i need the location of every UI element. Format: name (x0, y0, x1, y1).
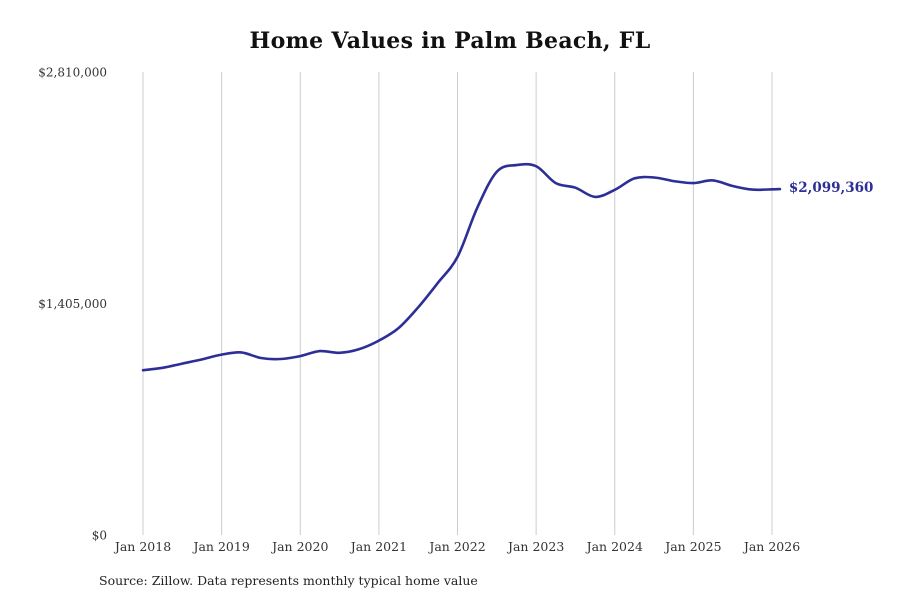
x-tick-label: Jan 2021 (349, 539, 407, 554)
chart-title: Home Values in Palm Beach, FL (249, 28, 651, 54)
x-tick-label: Jan 2026 (742, 539, 800, 554)
x-tick-label: Jan 2023 (506, 539, 564, 554)
y-tick-label: $0 (92, 529, 107, 543)
source-note: Source: Zillow. Data represents monthly … (99, 573, 478, 588)
x-tick-label: Jan 2022 (427, 539, 485, 554)
x-tick-label: Jan 2018 (113, 539, 171, 554)
end-value-label: $2,099,360 (788, 180, 874, 197)
x-tick-label: Jan 2020 (270, 539, 328, 554)
y-tick-label: $1,405,000 (38, 297, 107, 311)
x-tick-label: Jan 2025 (663, 539, 721, 554)
home-value-line (141, 162, 782, 372)
y-tick-label: $2,810,000 (38, 66, 107, 80)
x-tick-label: Jan 2019 (191, 539, 249, 554)
x-tick-label: Jan 2024 (585, 539, 643, 554)
